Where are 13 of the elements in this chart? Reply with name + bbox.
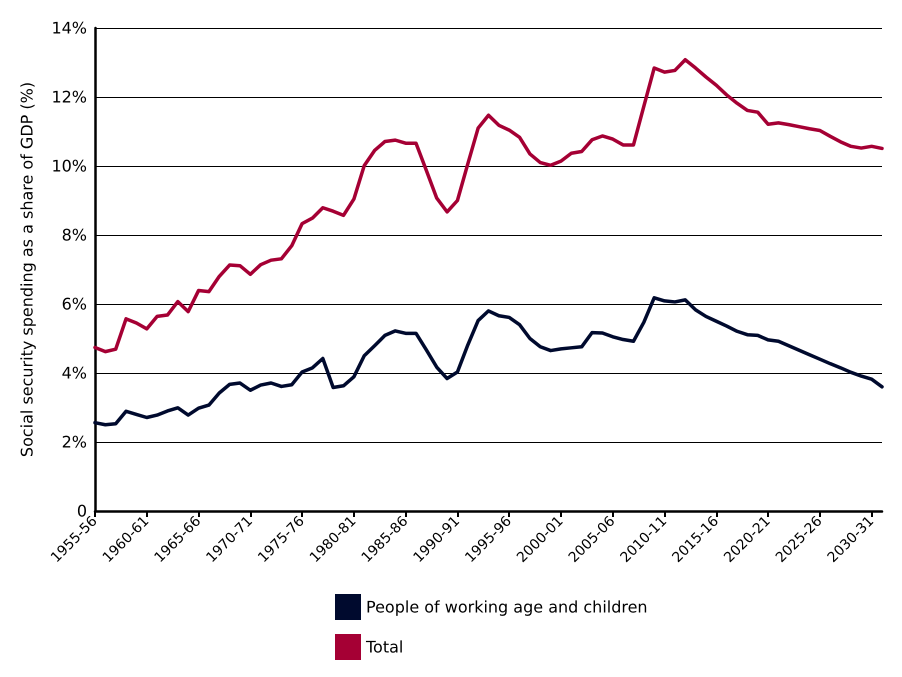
line-series bbox=[93, 58, 884, 354]
y-tick-label: 0 bbox=[76, 502, 87, 520]
y-tick-label: 8% bbox=[62, 226, 87, 244]
y-tick-label: 4% bbox=[62, 364, 87, 382]
y-tick-label: 2% bbox=[62, 432, 87, 452]
line-series bbox=[93, 296, 884, 426]
y-tick-label: 12% bbox=[51, 88, 87, 106]
y-tick-label: 10% bbox=[51, 156, 87, 176]
y-axis-title: Social security spending as a share of GDP (%) bbox=[18, 82, 36, 458]
y-tick-label: 6% bbox=[62, 294, 87, 314]
legend-label: Total bbox=[365, 638, 404, 656]
y-tick-label: 14% bbox=[51, 18, 87, 38]
legend-label: People of working age and children bbox=[366, 598, 648, 616]
